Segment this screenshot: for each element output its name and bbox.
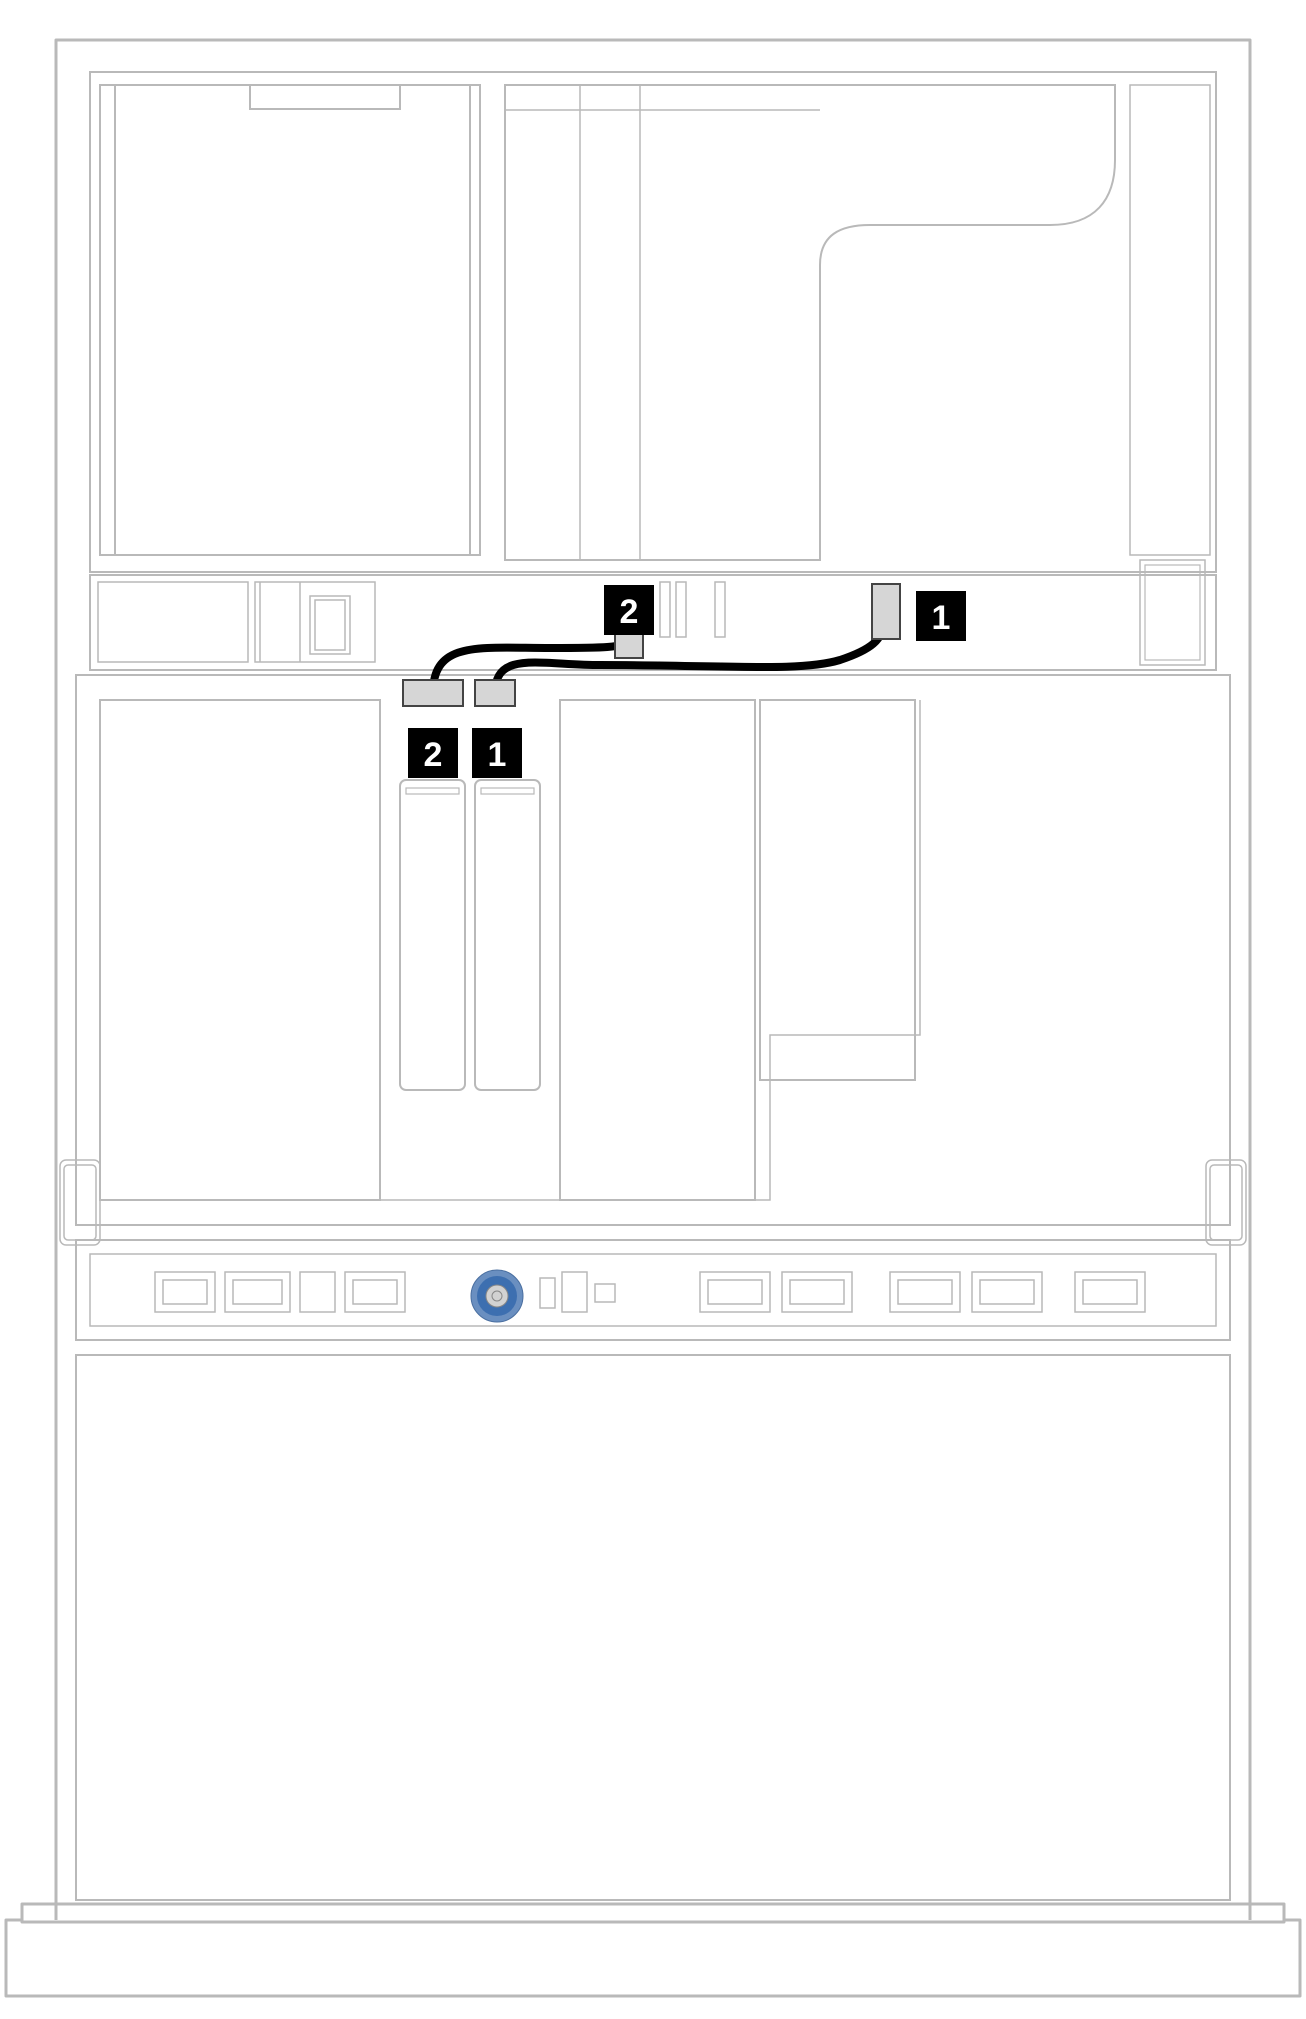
connector-backplane-2 (403, 680, 463, 706)
upper-interior (90, 72, 1216, 670)
front-bar (76, 1240, 1230, 1340)
callout-backplane-2-label: 2 (424, 736, 443, 774)
drive-slots (400, 780, 540, 1090)
accent-button (471, 1270, 523, 1322)
cable-1 (495, 620, 884, 693)
connector-backplane-1 (475, 680, 515, 706)
connector-board-1 (872, 584, 900, 639)
lower-bay (76, 1355, 1230, 1900)
callout-board-1-label: 1 (932, 599, 951, 637)
callout-backplane-1-label: 1 (488, 736, 507, 774)
chassis-outline (6, 40, 1300, 1996)
server-cable-routing-diagram: 1 2 1 2 (0, 0, 1306, 2019)
mid-interior (60, 675, 1246, 1245)
callout-board-2-label: 2 (620, 593, 639, 631)
